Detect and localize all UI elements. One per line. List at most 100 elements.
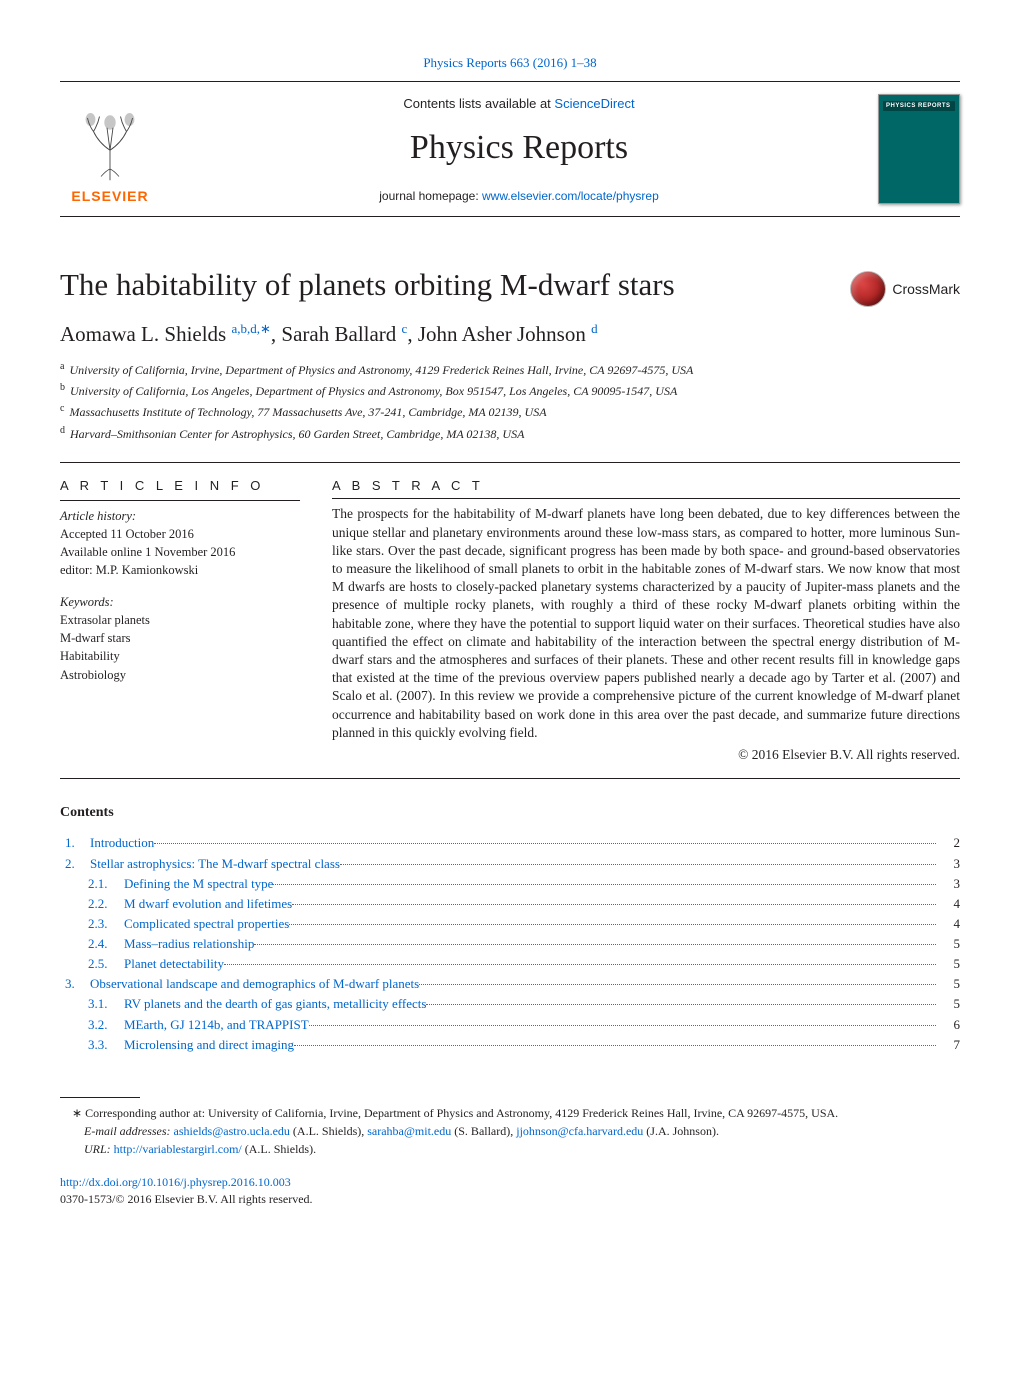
keyword-4: Astrobiology bbox=[60, 666, 300, 684]
toc-title[interactable]: M dwarf evolution and lifetimes bbox=[124, 894, 292, 914]
toc-title[interactable]: Observational landscape and demographics… bbox=[90, 974, 419, 994]
toc-page: 5 bbox=[936, 994, 960, 1014]
toc-number[interactable]: 2.3. bbox=[88, 914, 124, 934]
toc-number[interactable]: 3.2. bbox=[88, 1015, 124, 1035]
affiliation-b: b University of California, Los Angeles,… bbox=[60, 380, 960, 401]
email-1[interactable]: ashields@astro.ucla.edu bbox=[174, 1124, 290, 1138]
contents-heading: Contents bbox=[60, 805, 960, 821]
toc-leader-dots bbox=[426, 1004, 936, 1005]
toc-page: 3 bbox=[936, 874, 960, 894]
elsevier-wordmark: ELSEVIER bbox=[71, 188, 148, 204]
toc-leader-dots bbox=[154, 843, 936, 844]
toc-page: 5 bbox=[936, 974, 960, 994]
toc-page: 4 bbox=[936, 914, 960, 934]
authors-line: Aomawa L. Shields a,b,d,∗, Sarah Ballard… bbox=[60, 321, 960, 347]
affiliation-d: d Harvard–Smithsonian Center for Astroph… bbox=[60, 423, 960, 444]
doi-link[interactable]: http://dx.doi.org/10.1016/j.physrep.2016… bbox=[60, 1175, 291, 1189]
toc-leader-dots bbox=[340, 864, 936, 865]
url-footnote: URL: http://variablestargirl.com/ (A.L. … bbox=[60, 1140, 960, 1158]
toc-page: 5 bbox=[936, 934, 960, 954]
header-center: Contents lists available at ScienceDirec… bbox=[160, 96, 878, 203]
email-2[interactable]: sarahba@mit.edu bbox=[367, 1124, 451, 1138]
contents-available-line: Contents lists available at ScienceDirec… bbox=[180, 96, 858, 111]
journal-cover-thumbnail[interactable]: PHYSICS REPORTS bbox=[878, 94, 960, 204]
email-2-who: (S. Ballard), bbox=[451, 1124, 516, 1138]
article-title: The habitability of planets orbiting M-d… bbox=[60, 267, 850, 303]
email-1-who: (A.L. Shields), bbox=[290, 1124, 367, 1138]
url-who: (A.L. Shields). bbox=[242, 1142, 316, 1156]
toc-title[interactable]: MEarth, GJ 1214b, and TRAPPIST bbox=[124, 1015, 309, 1035]
toc-page: 3 bbox=[936, 854, 960, 874]
toc-row: 2.Stellar astrophysics: The M-dwarf spec… bbox=[60, 854, 960, 874]
toc-row: 2.5.Planet detectability 5 bbox=[60, 954, 960, 974]
info-abstract-row: A R T I C L E I N F O Article history: A… bbox=[60, 463, 960, 779]
toc-title[interactable]: Planet detectability bbox=[124, 954, 224, 974]
author-3-aff[interactable]: d bbox=[591, 321, 598, 336]
title-row: The habitability of planets orbiting M-d… bbox=[60, 267, 960, 307]
author-url[interactable]: http://variablestargirl.com/ bbox=[114, 1142, 242, 1156]
keyword-2: M-dwarf stars bbox=[60, 629, 300, 647]
corr-mark: ∗ bbox=[72, 1106, 82, 1120]
toc-title[interactable]: RV planets and the dearth of gas giants,… bbox=[124, 994, 426, 1014]
toc-leader-dots bbox=[419, 984, 936, 985]
keywords-label: Keywords: bbox=[60, 593, 300, 611]
keywords-block: Keywords: Extrasolar planets M-dwarf sta… bbox=[60, 593, 300, 684]
toc-number[interactable]: 1. bbox=[60, 833, 90, 853]
toc-leader-dots bbox=[289, 924, 936, 925]
page-footer: http://dx.doi.org/10.1016/j.physrep.2016… bbox=[60, 1174, 960, 1208]
elsevier-logo[interactable]: ELSEVIER bbox=[60, 94, 160, 204]
author-1-corr[interactable]: ∗ bbox=[260, 321, 271, 336]
author-1-name: Aomawa L. Shields bbox=[60, 322, 226, 346]
toc-number[interactable]: 2.4. bbox=[88, 934, 124, 954]
toc-number[interactable]: 3.1. bbox=[88, 994, 124, 1014]
toc-number[interactable]: 2.2. bbox=[88, 894, 124, 914]
homepage-line: journal homepage: www.elsevier.com/locat… bbox=[180, 189, 858, 203]
email-footnote: E-mail addresses: ashields@astro.ucla.ed… bbox=[60, 1122, 960, 1140]
toc-page: 2 bbox=[936, 833, 960, 853]
abstract-text: The prospects for the habitability of M-… bbox=[332, 505, 960, 742]
article-info-heading: A R T I C L E I N F O bbox=[60, 477, 300, 496]
sciencedirect-link[interactable]: ScienceDirect bbox=[554, 96, 634, 111]
author-1-aff[interactable]: a,b,d, bbox=[231, 321, 260, 336]
toc-title[interactable]: Defining the M spectral type bbox=[124, 874, 273, 894]
affiliation-c: c Massachusetts Institute of Technology,… bbox=[60, 401, 960, 422]
toc-title[interactable]: Stellar astrophysics: The M-dwarf spectr… bbox=[90, 854, 340, 874]
toc-title[interactable]: Complicated spectral properties bbox=[124, 914, 289, 934]
toc-number[interactable]: 2.1. bbox=[88, 874, 124, 894]
toc-leader-dots bbox=[273, 884, 936, 885]
toc-number[interactable]: 2.5. bbox=[88, 954, 124, 974]
toc-row: 3.3.Microlensing and direct imaging 7 bbox=[60, 1035, 960, 1055]
crossmark-badge[interactable]: CrossMark bbox=[850, 271, 960, 307]
toc-title[interactable]: Mass–radius relationship bbox=[124, 934, 254, 954]
contents-prefix: Contents lists available at bbox=[403, 96, 554, 111]
toc-page: 6 bbox=[936, 1015, 960, 1035]
online-line: Available online 1 November 2016 bbox=[60, 543, 300, 561]
homepage-link[interactable]: www.elsevier.com/locate/physrep bbox=[482, 189, 659, 203]
toc-number[interactable]: 3. bbox=[60, 974, 90, 994]
footnotes: ∗ Corresponding author at: University of… bbox=[60, 1097, 960, 1158]
toc-row: 2.4.Mass–radius relationship 5 bbox=[60, 934, 960, 954]
journal-header: ELSEVIER Contents lists available at Sci… bbox=[60, 81, 960, 217]
abstract-copyright: © 2016 Elsevier B.V. All rights reserved… bbox=[332, 746, 960, 764]
toc-page: 4 bbox=[936, 894, 960, 914]
author-2-name: Sarah Ballard bbox=[281, 322, 396, 346]
author-sep-1: , bbox=[271, 322, 282, 346]
cover-title: PHYSICS REPORTS bbox=[883, 101, 955, 111]
email-3[interactable]: jjohnson@cfa.harvard.edu bbox=[516, 1124, 643, 1138]
toc-row: 1.Introduction 2 bbox=[60, 833, 960, 853]
article-info-column: A R T I C L E I N F O Article history: A… bbox=[60, 477, 300, 765]
toc-number[interactable]: 3.3. bbox=[88, 1035, 124, 1055]
toc-page: 5 bbox=[936, 954, 960, 974]
toc-leader-dots bbox=[292, 904, 936, 905]
toc-title[interactable]: Introduction bbox=[90, 833, 154, 853]
email-label: E-mail addresses: bbox=[84, 1124, 174, 1138]
toc-title[interactable]: Microlensing and direct imaging bbox=[124, 1035, 294, 1055]
elsevier-tree-icon bbox=[70, 109, 150, 184]
keyword-3: Habitability bbox=[60, 647, 300, 665]
citation-link[interactable]: Physics Reports 663 (2016) 1–38 bbox=[423, 55, 596, 70]
toc-number[interactable]: 2. bbox=[60, 854, 90, 874]
author-sep-2: , bbox=[407, 322, 418, 346]
toc-leader-dots bbox=[254, 944, 936, 945]
accepted-line: Accepted 11 October 2016 bbox=[60, 525, 300, 543]
toc-page: 7 bbox=[936, 1035, 960, 1055]
